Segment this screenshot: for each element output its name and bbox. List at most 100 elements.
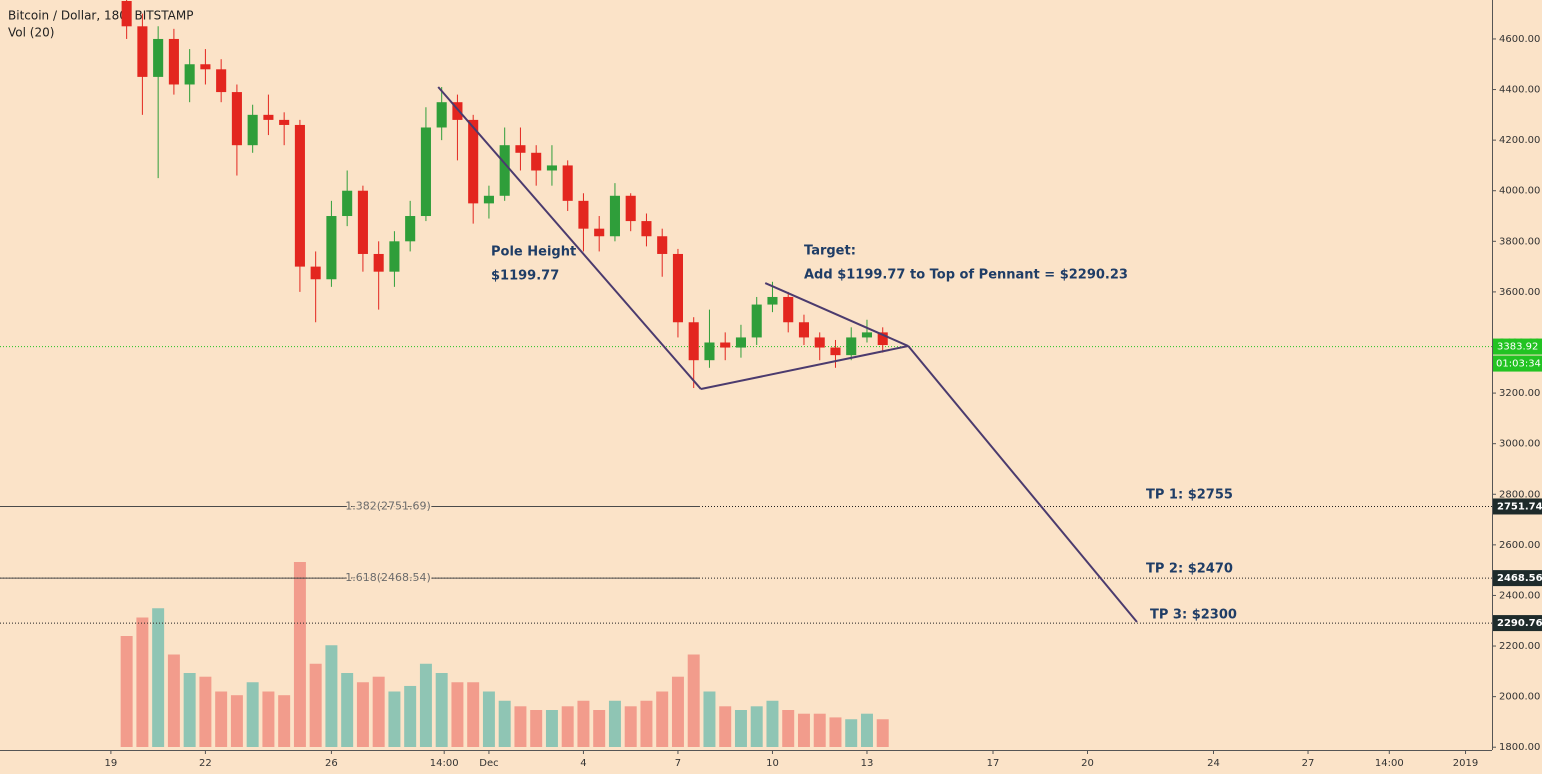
volume-bar [293,562,306,747]
volume-bar [341,673,354,747]
volume-bar [545,710,558,747]
candle-body [231,92,242,146]
volume-bar [230,695,243,747]
candle-body [672,253,683,323]
volume-bar [656,691,669,747]
volume-bar [671,676,684,747]
candle-body [247,114,258,146]
volume-bar [278,695,291,747]
candle-body [200,64,211,70]
candle-body [389,241,400,272]
current-price-tag [1493,338,1542,355]
volume-bar [782,710,795,747]
candle-body [436,102,447,128]
candle-body [216,69,227,93]
candle-body [153,38,164,77]
candle-body [326,216,337,280]
volume-bar [120,636,133,747]
y-tick-label: 2200.00 [1499,641,1540,652]
candle-body [877,332,888,346]
volume-bar [703,691,716,747]
x-tick-label: 13 [861,758,874,769]
countdown-tag [1493,355,1542,372]
x-tick-label: 14:00 [430,758,459,769]
candle-body [546,165,557,171]
candle-body [121,1,132,27]
volume-bar [608,700,621,747]
annotation: TP 3: $2300 [1150,608,1237,623]
candle-body [468,119,479,204]
candle-body [294,124,305,267]
volume-bar [734,710,747,747]
y-tick-label: 2800.00 [1499,489,1540,500]
x-tick-label: 4 [580,758,586,769]
y-tick-label: 2400.00 [1499,590,1540,601]
volume-bar [593,710,606,747]
volume-bar [482,691,495,747]
volume-bar [325,645,338,747]
volume-bar [860,713,873,747]
volume-bar [183,673,196,747]
volume-bar [577,700,590,747]
y-tick-label: 2600.00 [1499,540,1540,551]
candle-body [783,296,794,323]
x-tick-label: 22 [199,758,212,769]
candle-body [657,236,668,254]
candle-body [688,322,699,361]
x-tick-label: 10 [766,758,779,769]
y-tick-label: 3600.00 [1499,287,1540,298]
annotation: TP 1: $2755 [1146,488,1233,503]
volume-bar [561,706,574,747]
candle-body [609,195,620,237]
volume-bar [309,663,322,747]
candle-body [263,114,274,120]
volume-bar [876,719,889,747]
volume-bar [766,700,779,747]
chart-title: Bitcoin / Dollar, 180, BITSTAMP [8,9,193,23]
volume-bar [845,719,858,747]
x-tick-label: 24 [1207,758,1220,769]
x-tick-label: 20 [1081,758,1094,769]
candle-body [751,304,762,338]
candle-body [578,200,589,229]
candle-body [373,253,384,272]
volume-bar [404,685,417,747]
volume-bar [451,682,464,747]
y-tick-label: 4200.00 [1499,135,1540,146]
annotation: Add $1199.77 to Top of Pennant = $2290.2… [804,268,1128,283]
y-tick-label: 3800.00 [1499,236,1540,247]
volume-bar [797,713,810,747]
price-tag [1493,570,1542,587]
x-tick-label: 14:00 [1375,758,1404,769]
volume-bar [467,682,480,747]
y-tick-label: 2000.00 [1499,692,1540,703]
candle-body [137,26,148,77]
trendline [700,345,909,391]
price-tag [1493,498,1542,515]
price-tag [1493,615,1542,632]
candle-body [720,342,731,348]
candle-body [357,190,368,254]
volume-bar [262,691,275,747]
candle-body [798,322,810,338]
price-tag-label: 2290.76 [1497,618,1542,629]
volume-bar [372,676,385,747]
x-tick-label: 17 [987,758,1000,769]
candle-body [735,337,746,348]
price-tag-label: 2468.56 [1497,573,1542,584]
candle-body [499,145,510,196]
volume-bar [750,706,763,747]
volume-bar [829,717,842,747]
y-tick-label: 1800.00 [1499,742,1540,753]
y-tick-label: 4600.00 [1499,34,1540,45]
y-tick-label: 4400.00 [1499,85,1540,96]
candle-body [168,38,179,85]
current-price-label: 3383.92 [1497,342,1538,353]
volume-bar [624,706,637,747]
volume-bar [530,710,543,747]
candle-body [452,102,463,120]
candle-body [641,221,652,237]
trendline [907,345,1138,623]
volume-bar [215,691,228,747]
